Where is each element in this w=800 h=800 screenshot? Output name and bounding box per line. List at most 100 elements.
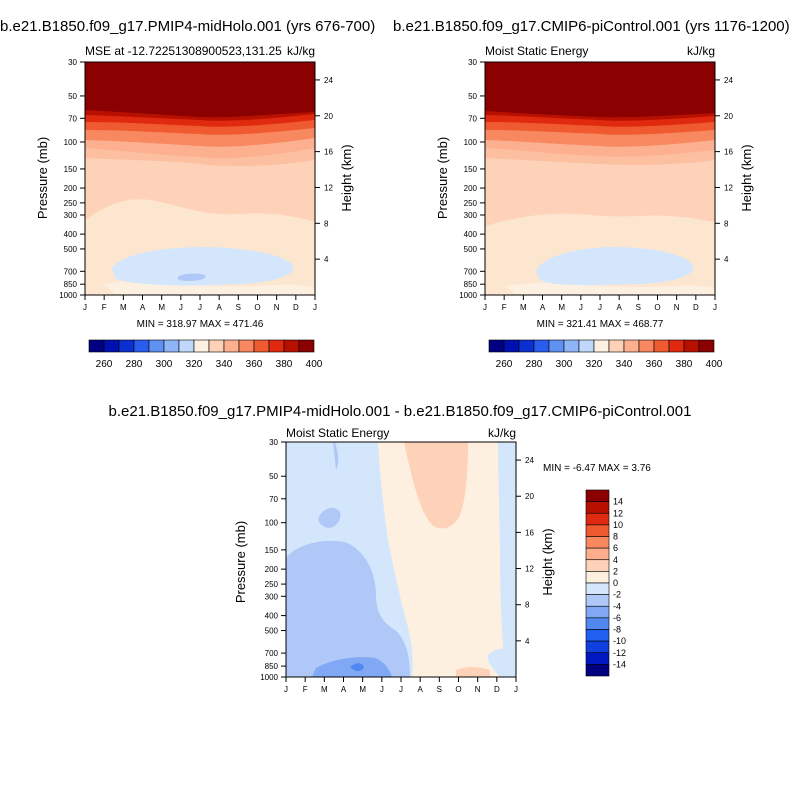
y-right-tick-label: 16 [324, 148, 333, 157]
colorbar-swatch [585, 501, 610, 514]
y-ticks-right: 24 20 16 12 8 4 [315, 76, 333, 264]
panel-difference: b.e21.B1850.f09_g17.PMIP4-midHolo.001 - … [109, 403, 692, 694]
x-tick-label: M [359, 685, 366, 694]
x-tick-label: M [158, 303, 165, 312]
colorbar-label: 380 [676, 359, 693, 370]
y-right-tick-label: 4 [525, 637, 530, 646]
y-right-tick-label: 16 [525, 528, 534, 537]
colorbar-label: 360 [246, 359, 263, 370]
y-tick-label: 700 [265, 649, 279, 658]
x-tick-label: O [654, 303, 660, 312]
panel-units: kJ/kg [687, 44, 715, 58]
y-tick-label: 200 [265, 565, 279, 574]
colorbar-label: 12 [613, 508, 623, 518]
y-ticks-left: 30 50 70 100 150 200 250 300 400 500 700 850 1000 [59, 58, 85, 300]
y-tick-label: 150 [265, 546, 279, 555]
colorbar-swatch [653, 339, 670, 353]
y-tick-label: 400 [265, 612, 279, 621]
colorbar-swatch [585, 629, 610, 642]
contour-field [85, 62, 315, 295]
y-tick-label: 100 [464, 138, 478, 147]
y-tick-label: 200 [64, 184, 78, 193]
y-tick-label: 70 [269, 495, 278, 504]
x-tick-label: J [579, 303, 583, 312]
colorbar-label: 280 [126, 359, 143, 370]
x-tick-label: S [437, 685, 442, 694]
colorbar-swatch [88, 339, 105, 353]
colorbar-label: -14 [613, 659, 626, 669]
colorbar-label: -2 [613, 590, 621, 600]
y-right-tick-label: 24 [724, 76, 733, 85]
x-tick-label: A [417, 685, 423, 694]
colorbar-swatch [585, 489, 610, 502]
x-tick-label: J [483, 303, 487, 312]
y-tick-label: 100 [64, 138, 78, 147]
y-right-tick-label: 8 [724, 219, 729, 228]
colorbar-label: 320 [186, 359, 203, 370]
y-tick-label: 50 [468, 92, 477, 101]
min-max-stats: MIN = -6.47 MAX = 3.76 [543, 463, 651, 474]
y-right-tick-label: 12 [525, 565, 534, 574]
colorbar-label: 400 [706, 359, 723, 370]
colorbar-label: 300 [156, 359, 173, 370]
colorbar-label: 320 [586, 359, 603, 370]
y-tick-label: 500 [464, 245, 478, 254]
x-tick-label: N [674, 303, 680, 312]
colorbar-label: 380 [276, 359, 293, 370]
colorbar-label: 0 [613, 578, 618, 588]
colorbar-label: 340 [616, 359, 633, 370]
colorbar-swatch [208, 339, 225, 353]
y-right-tick-label: 4 [724, 255, 729, 264]
colorbar-label: 6 [613, 543, 618, 553]
colorbar-swatch [298, 339, 315, 353]
colorbar-label: 10 [613, 520, 623, 530]
panel-subtitle-left: Moist Static Energy [286, 426, 389, 440]
y-tick-label: 300 [464, 211, 478, 220]
colorbar-swatch [585, 594, 610, 607]
colorbar-swatch [585, 640, 610, 654]
y-axis-right-label: Height (km) [339, 144, 354, 211]
x-tick-label: M [520, 303, 527, 312]
y-tick-label: 50 [269, 472, 278, 481]
x-tick-label: J [380, 685, 384, 694]
y-axis-right-label: Height (km) [739, 144, 754, 211]
colorbar-swatch [585, 524, 610, 537]
panel-title: b.e21.B1850.f09_g17.CMIP6-piControl.001 … [393, 18, 790, 35]
colorbar-swatch [593, 339, 610, 353]
colorbar-swatch [223, 339, 240, 353]
x-tick-label: F [502, 303, 507, 312]
y-right-tick-label: 20 [525, 492, 534, 501]
colorbar-swatch [585, 617, 610, 630]
y-axis-label: Pressure (mb) [233, 521, 248, 603]
x-tick-label: N [274, 303, 280, 312]
colorbar-swatch [518, 339, 535, 353]
x-tick-label: O [254, 303, 260, 312]
x-tick-label: A [216, 303, 222, 312]
colorbar-label: -4 [613, 601, 621, 611]
y-tick-label: 1000 [59, 291, 77, 300]
y-tick-label: 70 [468, 114, 477, 123]
y-tick-label: 1000 [260, 673, 278, 682]
colorbar-swatch [193, 339, 210, 353]
panel-title: b.e21.B1850.f09_g17.PMIP4-midHolo.001 (y… [0, 18, 375, 35]
y-right-tick-label: 20 [724, 112, 733, 121]
y-axis-right-label: Height (km) [540, 528, 555, 595]
y-tick-label: 850 [265, 662, 279, 671]
colorbar-swatch [585, 664, 610, 677]
y-right-tick-label: 24 [324, 76, 333, 85]
min-max-stats: MIN = 318.97 MAX = 471.46 [137, 319, 264, 330]
y-tick-label: 150 [464, 165, 478, 174]
y-tick-label: 100 [265, 519, 279, 528]
x-tick-label: J [399, 685, 403, 694]
contour-field [485, 62, 715, 295]
colorbar-swatch [638, 339, 655, 353]
x-tick-label: J [198, 303, 202, 312]
colorbar-swatch [488, 339, 505, 353]
colorbar: 260 280 300 320 340 360 380 400 [88, 339, 323, 370]
colorbar-label: 280 [526, 359, 543, 370]
colorbar-swatch [668, 339, 685, 353]
colorbar-label: -12 [613, 648, 626, 658]
x-tick-label: A [616, 303, 622, 312]
colorbar-swatch [148, 339, 165, 353]
